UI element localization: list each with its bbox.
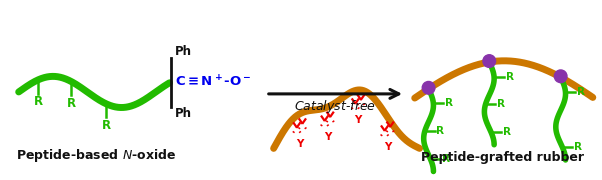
Ellipse shape bbox=[422, 82, 435, 94]
Text: $\mathbf{\mathit{Catalyst\text{-}free}}$: $\mathbf{\mathit{Catalyst\text{-}free}}$ bbox=[294, 98, 376, 115]
Text: Peptide-grafted rubber: Peptide-grafted rubber bbox=[421, 151, 584, 164]
Text: Peptide-based $\mathit{N}$-oxide: Peptide-based $\mathit{N}$-oxide bbox=[16, 147, 177, 164]
Text: R: R bbox=[577, 87, 585, 97]
Text: R: R bbox=[503, 127, 510, 137]
Text: Y: Y bbox=[296, 139, 303, 149]
Text: Y: Y bbox=[383, 142, 391, 152]
Ellipse shape bbox=[554, 70, 567, 83]
Ellipse shape bbox=[483, 55, 495, 67]
Text: Ph: Ph bbox=[175, 107, 191, 120]
Text: C$\mathbf{\equiv}$N$\mathbf{^+}$-O$\mathbf{^-}$: C$\mathbf{\equiv}$N$\mathbf{^+}$-O$\math… bbox=[175, 74, 252, 89]
Text: R: R bbox=[34, 95, 43, 109]
Text: R: R bbox=[506, 72, 514, 82]
Text: R: R bbox=[574, 142, 582, 152]
Text: R: R bbox=[436, 126, 444, 136]
Text: R: R bbox=[102, 119, 111, 132]
Text: R: R bbox=[497, 99, 505, 109]
Text: Y: Y bbox=[324, 132, 331, 142]
Text: R: R bbox=[67, 97, 76, 110]
Text: Ph: Ph bbox=[175, 45, 191, 58]
Text: Y: Y bbox=[355, 115, 362, 125]
Text: R: R bbox=[442, 154, 450, 164]
Text: R: R bbox=[445, 98, 453, 108]
